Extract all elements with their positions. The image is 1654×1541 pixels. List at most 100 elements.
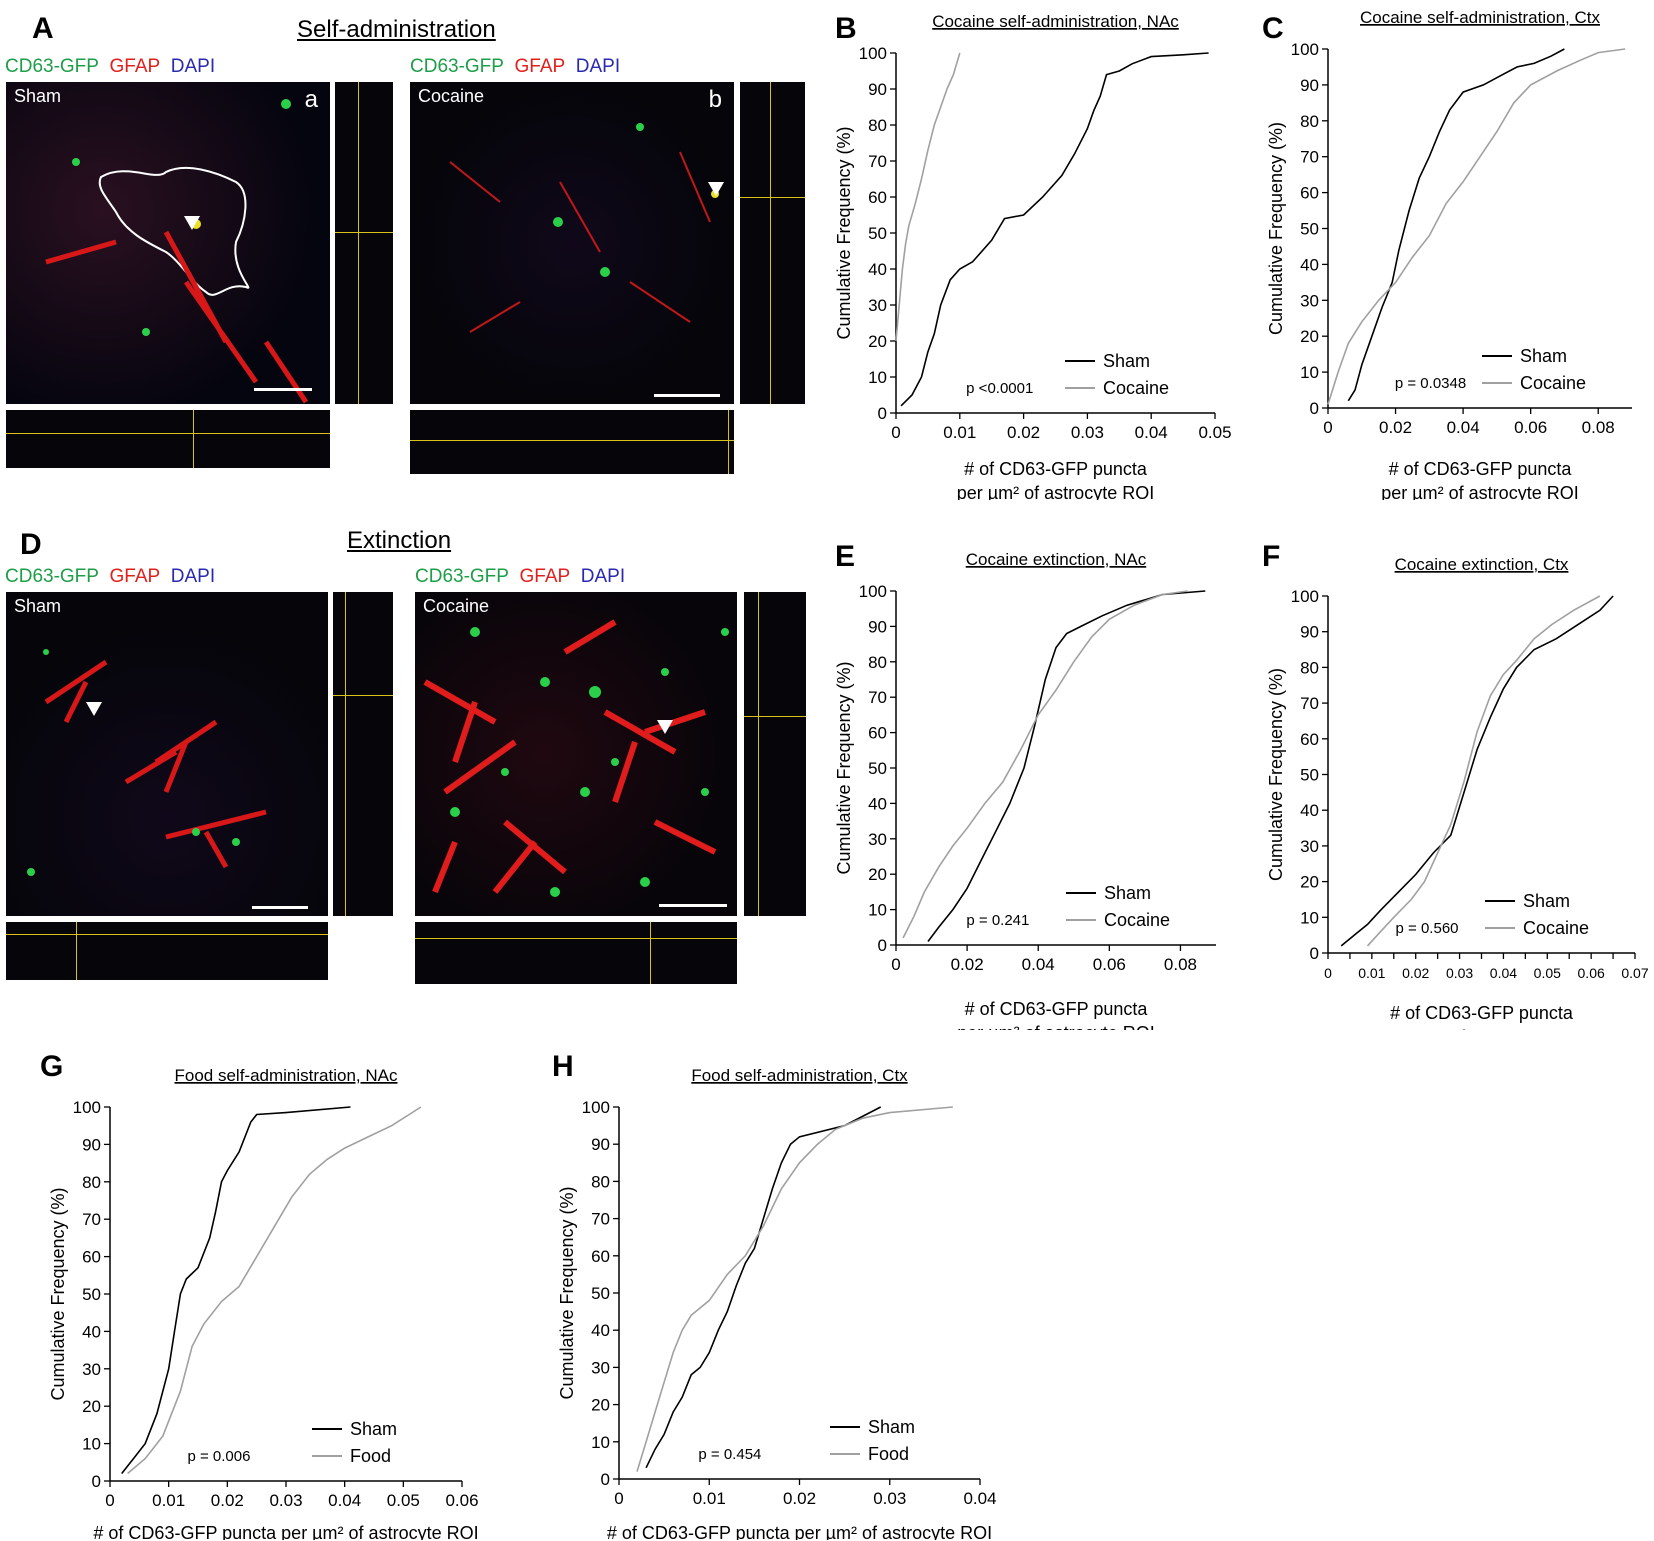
crosshair-horizontal [410,440,734,441]
p-value-annotation: p = 0.006 [187,1448,250,1465]
orthogonal-view-yz [333,592,393,916]
chart-title: Cocaine self-administration, NAc [932,12,1179,31]
legend-label: Food [868,1444,909,1464]
section-title-self-administration: Self-administration [297,16,496,43]
y-tick-label: 40 [1300,801,1319,820]
legend-label: Sham [1520,346,1567,366]
x-tick-label: 0.04 [963,1489,996,1508]
series-line-sham [121,1106,351,1474]
stain-blue-label: DAPI [170,566,216,587]
y-tick-label: 80 [591,1172,610,1191]
y-tick-label: 0 [601,1470,610,1489]
y-tick-label: 80 [82,1173,101,1192]
orthogonal-view-xz [410,410,734,474]
y-tick-label: 100 [1291,587,1319,606]
series-line-sham [645,1106,882,1469]
x-axis-label: per µm² of astrocyte ROI [1383,1027,1580,1030]
y-tick-label: 50 [82,1285,101,1304]
y-tick-label: 30 [591,1358,610,1377]
x-tick-label: 0.05 [1198,423,1231,442]
x-tick-label: 0.03 [873,1489,906,1508]
x-tick-label: 0 [891,423,900,442]
orthogonal-view-xz [415,922,737,984]
series-line-food [636,1106,953,1472]
stain-red-label: GFAP [109,56,161,77]
stain-red-label: GFAP [109,566,161,587]
y-tick-label: 60 [591,1247,610,1266]
panel-label-a: A [32,12,54,45]
series-line-cocaine [1366,595,1601,947]
y-tick-label: 70 [868,688,887,707]
x-tick-label: 0.08 [1582,418,1615,437]
y-tick-label: 80 [1300,112,1319,131]
y-tick-label: 20 [1300,873,1319,892]
legend-label: Sham [1104,883,1151,903]
x-axis-label: per µm² of astrocyte ROI [1381,483,1578,500]
y-tick-label: 0 [1310,944,1319,963]
series-line-food [127,1106,422,1475]
image-label: Sham [14,86,62,106]
orthogonal-view-xz [6,410,330,468]
image-label: Cocaine [423,596,490,616]
y-tick-label: 90 [868,617,887,636]
series-line-sham [900,52,1209,407]
chart-title: Cocaine extinction, Ctx [1395,555,1569,574]
micrograph-cocaine-extinction: Cocaine [415,592,737,916]
x-tick-label: 0.06 [1578,965,1605,981]
stain-green-label: CD63-GFP [415,566,509,587]
series-line-sham [927,590,1206,942]
orthogonal-view-yz [744,592,806,916]
stain-blue-label: DAPI [575,56,621,77]
stain-legend-d-sham: CD63-GFP GFAP DAPI [5,566,215,588]
crosshair-vertical [345,592,346,916]
y-tick-label: 0 [878,936,887,955]
legend-label: Sham [1523,891,1570,911]
x-tick-label: 0.04 [1135,423,1168,442]
y-tick-label: 40 [1300,255,1319,274]
scale-bar [254,388,312,391]
x-tick-label: 0.05 [1534,965,1561,981]
y-tick-label: 20 [868,332,887,351]
micrograph-sham-self-admin: Sham a [6,82,330,404]
crosshair-horizontal [415,938,737,939]
y-tick-label: 70 [1300,148,1319,167]
section-title-extinction: Extinction [347,527,452,554]
x-axis-label: # of CD63-GFP puncta per µm² of astrocyt… [93,1523,478,1540]
series-line-cocaine [895,52,961,342]
x-tick-label: 0.06 [1093,955,1126,974]
arrowhead-marker [657,720,673,734]
x-tick-label: 0.02 [951,955,984,974]
stain-legend-d-cocaine: CD63-GFP GFAP DAPI [415,566,625,588]
crosshair-horizontal [335,232,393,233]
image-label: Cocaine [418,86,485,106]
stain-legend-a-sham: CD63-GFP GFAP DAPI [5,56,215,78]
y-tick-label: 40 [868,794,887,813]
x-tick-label: 0.03 [1071,423,1104,442]
stain-green-label: CD63-GFP [5,566,99,587]
x-tick-label: 0.02 [1379,418,1412,437]
image-sublabel: b [708,86,722,113]
crosshair-vertical [728,410,729,474]
y-tick-label: 10 [1300,908,1319,927]
astrocyte-processes [449,123,719,333]
x-tick-label: 0.03 [1446,965,1473,981]
x-tick-label: 0.06 [445,1491,478,1510]
x-tick-label: 0.01 [693,1489,726,1508]
y-tick-label: 80 [1300,658,1319,677]
x-tick-label: 0 [1323,418,1332,437]
stain-green-label: CD63-GFP [410,56,504,77]
crosshair-vertical [358,82,359,404]
legend-label: Sham [350,1419,397,1439]
panel-label-b: B [835,12,857,45]
panel-label-c: C [1262,12,1284,45]
y-tick-label: 20 [868,865,887,884]
image-label: Sham [14,596,62,616]
scale-bar [654,394,720,397]
y-tick-label: 10 [591,1433,610,1452]
stain-blue-label: DAPI [580,566,626,587]
y-tick-label: 60 [868,188,887,207]
stain-red-label: GFAP [519,566,571,587]
p-value-annotation: p = 0.0348 [1395,375,1466,392]
y-tick-label: 80 [868,653,887,672]
y-tick-label: 10 [82,1435,101,1454]
